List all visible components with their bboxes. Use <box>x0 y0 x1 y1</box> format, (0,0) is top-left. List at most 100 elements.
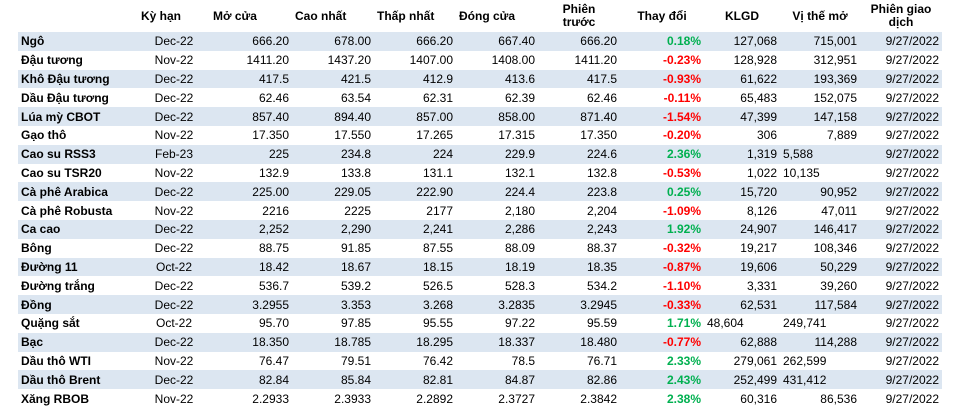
cell-close: 2.3727 <box>498 391 535 406</box>
cell-low: 412.9 <box>374 69 456 89</box>
cell-prev: 223.8 <box>538 182 620 202</box>
cell-high: 234.8 <box>292 144 374 164</box>
header-prev-line2: trước <box>562 15 596 29</box>
cell-high: 894.40 <box>292 107 374 126</box>
cell-open: 417.5 <box>210 69 292 89</box>
cell-open: 666.20 <box>210 32 292 51</box>
cell-high: 91.85 <box>340 241 371 256</box>
cell-session-date: 9/27/2022 <box>885 278 939 293</box>
cell-high: 678.00 <box>292 32 374 51</box>
cell-open: 225.00 <box>210 182 292 202</box>
cell-open: 536.7 <box>258 278 289 293</box>
table-row: Cà phê Arabica Dec-22 225.00 229.05 222.90 22… <box>18 182 942 202</box>
cell-change: 0.25% <box>620 182 704 202</box>
cell-open: 2,252 <box>210 219 292 239</box>
header-session: Phiên giao dịch <box>860 0 942 32</box>
cell-close: 3.2835 <box>456 295 538 314</box>
cell-session-date: 9/27/2022 <box>885 90 939 105</box>
cell-open: 62.46 <box>258 90 289 105</box>
cell-close: 224.4 <box>456 182 538 202</box>
cell-volume: 279,061 <box>733 353 777 368</box>
cell-prev: 3.2945 <box>538 295 620 314</box>
cell-name: Đường trắng <box>21 278 95 293</box>
cell-close: 97.22 <box>504 316 535 331</box>
cell-volume: 24,907 <box>704 219 780 239</box>
cell-name: Cao su TSR20 <box>21 165 102 180</box>
cell-close: 17.315 <box>498 128 535 143</box>
header-low: Thấp nhất <box>377 8 435 23</box>
cell-term: Nov-22 <box>154 391 194 406</box>
table-row: Lúa mỳ CBOT Dec-22 857.40 894.40 857.00 858.0… <box>18 107 942 126</box>
cell-term: Dec-22 <box>154 241 194 256</box>
cell-session-date: 9/27/2022 <box>860 32 942 51</box>
cell-name: Cao su RSS3 <box>18 144 138 164</box>
cell-session-date: 9/27/2022 <box>860 370 942 390</box>
cell-volume: 48,604 <box>707 316 744 331</box>
table-body: Ngô Dec-22 666.20 678.00 666.20 667.40 666.20 0… <box>18 32 942 408</box>
cell-volume: 61,622 <box>704 69 780 89</box>
cell-session-date: 9/27/2022 <box>860 219 942 239</box>
cell-prev: 871.40 <box>538 107 620 126</box>
cell-name: Dầu thô WTI <box>21 353 91 368</box>
cell-name: Dầu Đậu tương <box>21 90 109 105</box>
cell-low: 18.295 <box>374 332 456 352</box>
cell-open-interest: 147,158 <box>780 107 860 126</box>
header-session-line1: Phiên giao <box>870 2 932 16</box>
cell-session-date: 9/27/2022 <box>885 128 939 143</box>
cell-change: -0.77% <box>620 332 704 352</box>
cell-open-interest: 50,229 <box>780 257 860 277</box>
cell-low: 62.31 <box>422 90 453 105</box>
cell-high: 18.785 <box>292 332 374 352</box>
cell-low: 17.265 <box>416 128 453 143</box>
cell-close: 18.19 <box>456 257 538 277</box>
cell-open: 76.47 <box>258 353 289 368</box>
cell-open: 17.350 <box>252 128 289 143</box>
table-row: Dầu Đậu tương Dec-22 62.46 63.54 62.31 62.39 6… <box>18 88 942 107</box>
header-term: Kỳ hạn <box>141 8 182 23</box>
cell-open-interest: 152,075 <box>813 90 857 105</box>
cell-change: 2.43% <box>620 370 704 390</box>
cell-high: 85.84 <box>292 370 374 390</box>
cell-change: 2.33% <box>666 353 701 368</box>
table-row: Đường trắng Dec-22 536.7 539.2 526.5 528.3 534… <box>18 276 942 295</box>
cell-volume: 47,399 <box>704 107 780 126</box>
cell-change: -0.87% <box>620 257 704 277</box>
cell-name: Quặng sắt <box>21 316 80 331</box>
cell-open-interest: 39,260 <box>820 278 857 293</box>
cell-close: 1408.00 <box>491 53 535 68</box>
header-close: Đóng cửa <box>459 8 516 23</box>
cell-open: 2.2933 <box>252 391 289 406</box>
cell-prev: 82.86 <box>538 370 620 390</box>
cell-volume: 1,022 <box>746 165 777 180</box>
cell-session-date: 9/27/2022 <box>885 391 939 406</box>
cell-high: 2.3933 <box>334 391 371 406</box>
cell-open-interest: 114,288 <box>780 332 860 352</box>
table-row: Cao su RSS3 Feb-23 225 234.8 224 229.9 224.6 2.… <box>18 144 942 164</box>
cell-close: 84.87 <box>456 370 538 390</box>
cell-name: Xăng RBOB <box>21 391 90 406</box>
cell-volume: 65,483 <box>740 90 777 105</box>
cell-term: Feb-23 <box>138 144 210 164</box>
cell-change: 2.36% <box>620 144 704 164</box>
cell-low: 95.55 <box>422 316 453 331</box>
cell-open-interest: 193,369 <box>780 69 860 89</box>
cell-close: 88.09 <box>504 241 535 256</box>
cell-low: 526.5 <box>422 278 453 293</box>
cell-close: 78.5 <box>511 353 535 368</box>
table-row: Dầu thô WTI Nov-22 76.47 79.51 76.42 78.5 76.7… <box>18 352 942 371</box>
cell-open: 857.40 <box>210 107 292 126</box>
header-change: Thay đổi <box>637 8 687 23</box>
cell-volume: 252,499 <box>704 370 780 390</box>
cell-open: 2216 <box>262 203 289 218</box>
table-row: Ngô Dec-22 666.20 678.00 666.20 667.40 666.20 0… <box>18 32 942 51</box>
cell-open-interest: 108,346 <box>813 241 857 256</box>
table-row: Dầu thô Brent Dec-22 82.84 85.84 82.81 84.87 8… <box>18 370 942 390</box>
cell-open: 1411.20 <box>246 53 290 68</box>
cell-close: 528.3 <box>504 278 535 293</box>
cell-session-date: 9/27/2022 <box>860 107 942 126</box>
cell-open-interest: 5,588 <box>780 144 860 164</box>
cell-open-interest: 312,951 <box>813 53 857 68</box>
header-prev: Phiên trước <box>538 0 620 32</box>
cell-open-interest: 715,001 <box>780 32 860 51</box>
